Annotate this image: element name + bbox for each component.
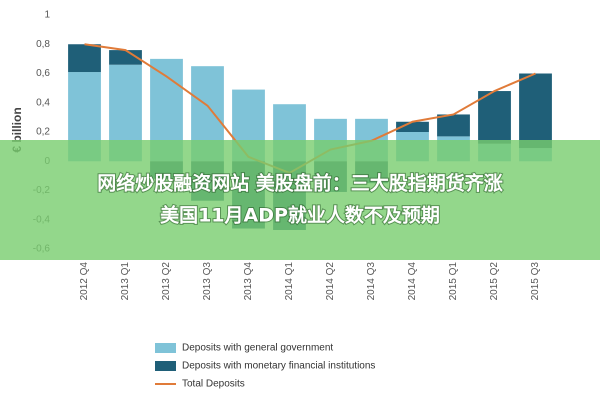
x-tick-label: 2015 Q1 <box>448 262 459 301</box>
bar <box>478 91 511 144</box>
legend-swatch <box>155 361 176 371</box>
legend-label: Deposits with monetary financial institu… <box>182 361 375 372</box>
overlay-text: 美国11月ADP就业人数不及预期 <box>160 204 440 227</box>
y-tick-label: 0,6 <box>36 68 50 79</box>
legend-label: Deposits with general government <box>182 343 333 354</box>
x-tick-label: 2014 Q4 <box>407 262 418 301</box>
x-tick-label: 2012 Q4 <box>79 262 90 301</box>
overlay-text: 网络炒股融资网站 美股盘前：三大股指期货齐涨 <box>97 172 503 195</box>
x-tick-label: 2015 Q2 <box>489 262 500 301</box>
x-tick-label: 2014 Q3 <box>366 262 377 301</box>
x-tick-label: 2013 Q3 <box>202 262 213 301</box>
x-tick-label: 2014 Q2 <box>325 262 336 301</box>
bar <box>437 114 470 137</box>
x-tick-label: 2014 Q1 <box>284 262 295 301</box>
y-tick-label: 1 <box>44 10 50 21</box>
x-tick-label: 2013 Q2 <box>161 262 172 301</box>
y-tick-label: 0,8 <box>36 39 50 50</box>
x-tick-label: 2013 Q1 <box>120 262 131 301</box>
bar <box>68 44 101 73</box>
y-tick-label: 0,4 <box>36 97 50 108</box>
legend-swatch <box>155 343 176 353</box>
x-tick-label: 2013 Q4 <box>243 262 254 301</box>
y-tick-label: 0,2 <box>36 127 50 138</box>
legend-label: Total Deposits <box>182 379 245 390</box>
x-tick-label: 2015 Q3 <box>530 262 541 301</box>
overlay-banner <box>0 140 600 260</box>
bar <box>519 73 552 149</box>
bar <box>396 121 429 132</box>
bar <box>109 50 142 65</box>
